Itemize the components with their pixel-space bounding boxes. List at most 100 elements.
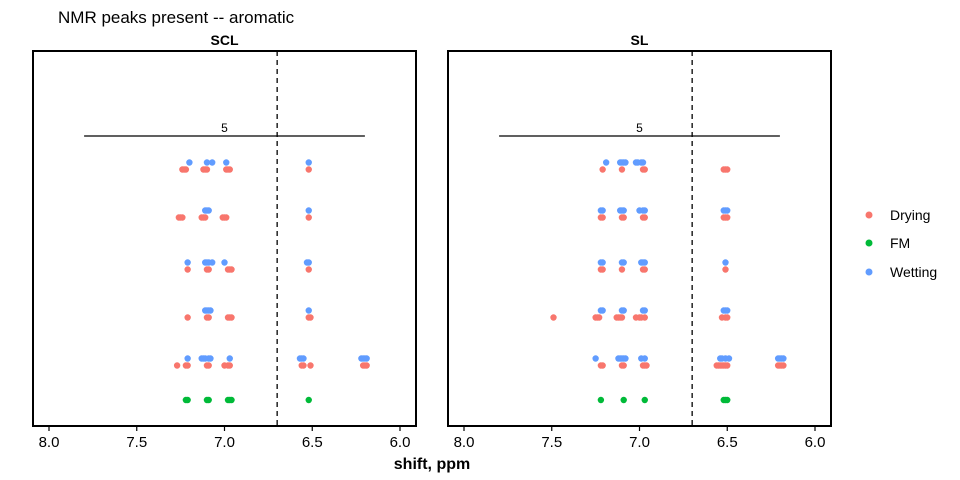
point-wetting [305, 159, 312, 166]
point-wetting [599, 207, 606, 214]
x-tick-label: 8.0 [39, 434, 60, 451]
point-wetting [620, 259, 627, 266]
x-tick-label: 7.0 [214, 434, 235, 451]
point-wetting [724, 207, 731, 214]
point-wetting [724, 307, 731, 314]
point-wetting [602, 159, 610, 166]
x-tick-label: 6.5 [717, 434, 738, 451]
point-fm [228, 396, 235, 404]
point-drying [205, 362, 212, 369]
point-wetting [620, 207, 627, 214]
panel-frame [447, 50, 832, 427]
point-drying [223, 214, 230, 221]
point-wetting [203, 159, 211, 166]
point-wetting [622, 159, 629, 166]
point-wetting [209, 259, 216, 266]
point-wetting [641, 207, 648, 214]
point-wetting [620, 307, 627, 314]
point-drying [205, 314, 212, 321]
legend: Drying FM Wetting [865, 207, 937, 280]
point-drying [599, 266, 606, 273]
legend-swatch-wetting [865, 268, 873, 276]
point-drying [307, 314, 314, 321]
point-drying [307, 362, 314, 369]
point-wetting [599, 307, 606, 314]
panel-frame [32, 50, 417, 427]
point-fm [184, 396, 191, 404]
point-fm [205, 396, 212, 404]
point-drying [722, 266, 729, 273]
x-tick-label: 7.5 [541, 434, 562, 451]
point-drying [724, 166, 731, 173]
point-wetting [184, 259, 191, 266]
point-wetting [305, 307, 312, 314]
x-tick-label: 6.0 [805, 434, 826, 451]
point-drying [641, 166, 648, 173]
point-drying [618, 166, 626, 173]
point-drying [618, 314, 626, 321]
chart-title: NMR peaks present -- aromatic [58, 8, 295, 27]
point-wetting [207, 355, 214, 362]
panel-sl: SL 5 8.0 7.5 7.0 6.5 6.0 [447, 32, 832, 451]
point-drying [599, 166, 606, 173]
point-wetting [186, 159, 193, 166]
point-drying [173, 362, 181, 369]
x-tick-label: 6.0 [390, 434, 411, 451]
point-wetting [592, 355, 599, 362]
point-wetting [622, 355, 629, 362]
legend-label-fm: FM [890, 235, 910, 251]
point-drying [724, 362, 731, 369]
panel-title-sl: SL [631, 32, 649, 48]
point-wetting [599, 259, 606, 266]
point-wetting [223, 159, 230, 166]
x-axis-label: shift, ppm [394, 456, 470, 473]
legend-label-wetting: Wetting [890, 264, 937, 280]
point-drying [205, 266, 212, 273]
panel-title-scl: SCL [211, 32, 239, 48]
point-wetting [780, 355, 787, 362]
point-drying [618, 266, 626, 273]
point-drying [641, 214, 648, 221]
point-drying [184, 314, 191, 321]
point-drying [228, 314, 235, 321]
point-drying [724, 214, 731, 221]
point-drying [550, 314, 557, 321]
point-drying [599, 214, 606, 221]
point-drying [305, 166, 312, 173]
point-drying [182, 166, 190, 173]
legend-swatch-fm [865, 239, 873, 247]
point-drying [641, 314, 648, 321]
point-fm [597, 396, 605, 404]
point-wetting [300, 355, 307, 362]
point-wetting [641, 355, 648, 362]
point-fm [724, 396, 731, 404]
point-drying [226, 166, 233, 173]
point-wetting [363, 355, 370, 362]
point-wetting [209, 159, 216, 166]
x-tick-label: 7.5 [126, 434, 147, 451]
point-wetting [305, 207, 312, 214]
legend-label-drying: Drying [890, 207, 930, 223]
point-drying [305, 214, 312, 221]
point-wetting [226, 355, 233, 362]
point-drying [595, 314, 603, 321]
point-wetting [184, 355, 191, 362]
point-drying [201, 214, 209, 221]
point-drying [599, 362, 606, 369]
point-fm [641, 396, 648, 404]
point-wetting [722, 259, 729, 266]
point-drying [643, 362, 650, 369]
point-drying [724, 314, 731, 321]
point-wetting [641, 259, 648, 266]
point-drying [780, 362, 787, 369]
point-drying [179, 214, 186, 221]
point-drying [228, 266, 235, 273]
x-tick-label: 7.0 [629, 434, 650, 451]
point-drying [203, 166, 211, 173]
point-drying [305, 266, 312, 273]
annotation-label: 5 [636, 121, 643, 135]
point-drying [184, 362, 191, 369]
point-drying [363, 362, 370, 369]
point-drying [184, 266, 191, 273]
point-wetting [725, 355, 733, 362]
